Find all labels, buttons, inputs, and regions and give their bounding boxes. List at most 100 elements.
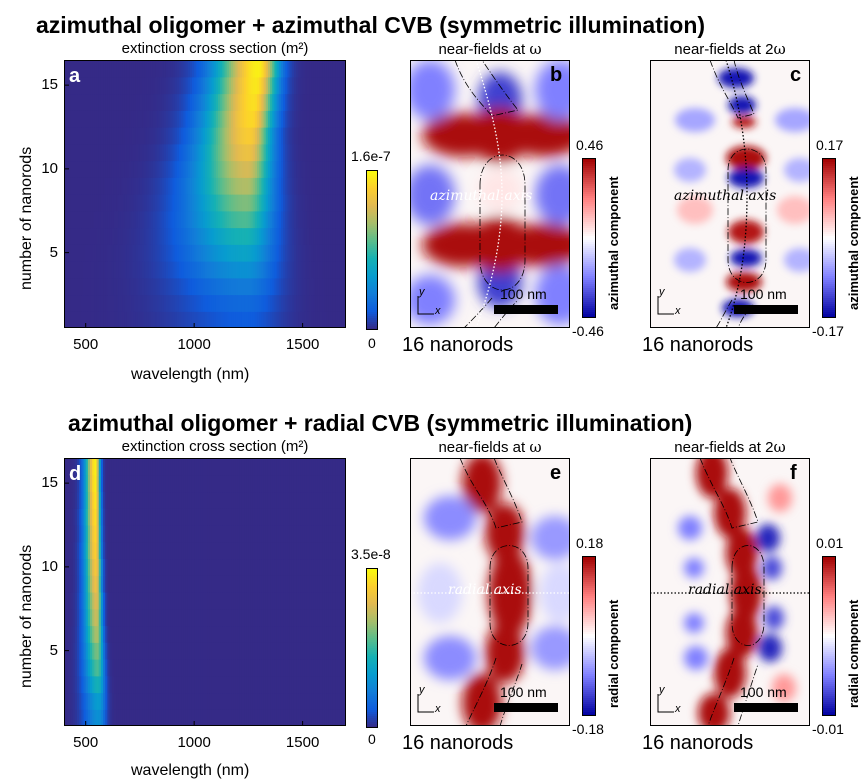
heat-cell [142,659,145,677]
heat-cell [244,675,247,694]
heat-cell [226,709,230,726]
heat-cell [148,608,152,627]
heatmap-row-8 [64,592,346,610]
heat-cell [133,76,137,95]
heat-cell [224,110,228,128]
heat-cell [293,244,297,262]
heat-cell [309,294,312,312]
heat-cell [311,227,315,245]
heat-cell [96,127,100,145]
colorbar-step [366,596,378,599]
heat-cell [205,642,208,660]
heat-cell [228,525,232,543]
heat-cell [213,709,217,726]
heat-cell [222,558,226,576]
heat-cell [70,608,74,627]
heat-cell [176,575,180,593]
heat-cell [311,277,315,296]
heat-cell [324,294,328,312]
heat-cell [341,709,345,726]
heat-cell [116,76,119,95]
heat-cell [165,160,169,178]
colorbar-step [822,188,836,191]
heat-cell [239,244,243,262]
heat-cell [122,592,126,610]
colorbar-step [582,622,596,625]
heat-cell [332,491,336,509]
heat-cell [172,692,176,710]
heat-cell [74,177,78,195]
heat-cell [92,110,95,128]
heat-cell [163,143,167,162]
heat-cell [77,110,80,128]
colorbar-step [822,264,836,267]
heat-cell [263,592,267,610]
heat-cell [209,525,213,543]
heat-cell [317,244,321,262]
heat-cell [246,541,249,560]
heat-cell [198,210,202,229]
heat-cell [118,194,121,212]
heat-cell [285,261,289,279]
heat-cell [298,244,302,262]
heat-cell [120,244,124,262]
heat-cell [313,508,317,526]
heat-cell [326,93,330,111]
heat-cell [107,277,111,296]
heat-cell [161,558,165,576]
heat-cell [131,210,135,229]
heat-cell [315,558,319,576]
heat-cell [222,127,226,145]
heat-cell [285,608,289,627]
heat-cell [163,127,167,145]
heat-cell [155,525,158,543]
heat-cell [337,675,341,694]
heat-cell [237,491,241,509]
heat-cell [105,642,108,660]
field-colorbar [582,556,596,716]
heat-cell [135,541,139,560]
heat-cell [215,311,219,328]
colorbar-step [366,650,378,653]
heat-cell [77,227,80,245]
heat-cell [129,541,132,560]
heat-cell [202,194,206,212]
heat-cell [146,458,150,476]
colorbar-step [582,212,596,215]
heat-cell [283,76,286,95]
heat-cell [313,60,317,78]
heat-cell [259,143,262,162]
colorbar-step [822,228,836,231]
colorbar-step [366,644,378,647]
heat-cell [100,294,104,312]
heat-cell [148,525,152,543]
heat-cell [148,541,152,560]
heat-cell [250,592,254,610]
heat-cell [313,143,317,162]
heat-cell [241,227,245,245]
heat-cell [209,110,213,128]
heat-cell [163,227,167,245]
heat-cell [150,575,154,593]
heat-cell [205,93,208,111]
heat-cell [172,311,176,328]
heat-cell [263,541,267,560]
heat-cell [315,692,319,710]
heat-cell [341,160,345,178]
near-field-map [410,60,570,328]
heat-cell [159,625,163,643]
heat-cell [137,261,141,279]
heat-cell [131,177,135,195]
heat-cell [129,474,132,493]
heat-cell [200,160,204,178]
colorbar-step [366,262,378,265]
heat-cell [296,675,299,694]
heat-cell [111,194,115,212]
heat-cell [265,76,269,95]
heat-cell [163,692,167,710]
heat-cell [237,294,241,312]
heat-cell [235,143,239,162]
nanorods-caption: 16 nanorods [642,732,754,754]
heat-cell [163,311,167,328]
heat-cell [278,525,282,543]
